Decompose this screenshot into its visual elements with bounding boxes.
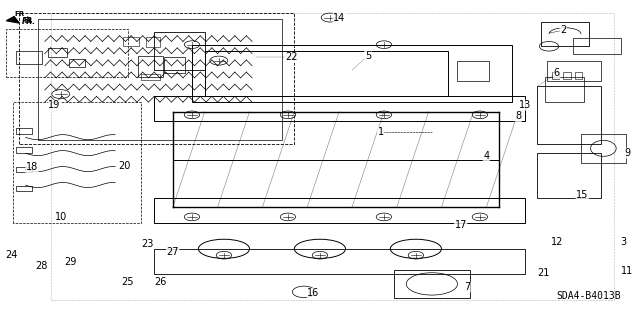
Text: 28: 28 xyxy=(35,261,48,271)
Text: 11: 11 xyxy=(621,266,633,276)
Text: 25: 25 xyxy=(122,277,134,287)
Bar xyxy=(154,249,525,274)
Bar xyxy=(547,61,602,81)
Bar xyxy=(394,270,470,298)
Bar xyxy=(138,56,163,77)
Text: 13: 13 xyxy=(518,100,531,110)
Bar xyxy=(573,38,621,54)
Bar xyxy=(458,61,490,81)
Text: 16: 16 xyxy=(307,288,319,299)
Text: 12: 12 xyxy=(550,237,563,248)
Bar xyxy=(141,74,160,80)
Bar xyxy=(123,37,139,46)
Text: 21: 21 xyxy=(538,268,550,278)
Text: 2: 2 xyxy=(560,25,566,35)
Text: 26: 26 xyxy=(154,277,166,287)
Bar xyxy=(16,51,42,64)
Text: 23: 23 xyxy=(141,239,154,249)
Text: 19: 19 xyxy=(48,100,61,110)
Text: 27: 27 xyxy=(166,247,179,257)
Text: 6: 6 xyxy=(554,68,560,78)
Bar xyxy=(538,86,602,144)
Text: 5: 5 xyxy=(365,51,371,61)
Bar xyxy=(16,167,32,172)
Bar xyxy=(164,57,185,73)
Bar xyxy=(69,59,85,67)
Bar xyxy=(16,147,32,153)
Text: 22: 22 xyxy=(285,52,298,63)
Text: FR: FR xyxy=(14,11,24,17)
Text: 10: 10 xyxy=(54,212,67,222)
Text: SDA4-B4013B: SDA4-B4013B xyxy=(557,292,621,301)
Bar xyxy=(545,77,584,102)
Text: 14: 14 xyxy=(333,12,345,23)
Bar xyxy=(16,186,32,191)
Text: 3: 3 xyxy=(621,237,627,248)
Text: 18: 18 xyxy=(26,162,38,173)
Bar xyxy=(541,22,589,46)
Text: 17: 17 xyxy=(454,220,467,230)
Bar xyxy=(581,134,626,163)
Text: 4: 4 xyxy=(483,151,490,161)
Bar xyxy=(552,72,559,79)
Bar xyxy=(563,72,571,79)
Text: 15: 15 xyxy=(576,189,588,200)
Text: FR.: FR. xyxy=(22,17,36,26)
Text: 7: 7 xyxy=(464,282,470,292)
Bar xyxy=(538,153,602,198)
Bar xyxy=(575,72,582,79)
Bar xyxy=(146,37,160,47)
Polygon shape xyxy=(6,17,19,23)
Text: 20: 20 xyxy=(118,161,131,171)
Bar xyxy=(154,96,525,121)
Text: 9: 9 xyxy=(624,148,630,158)
Text: 8: 8 xyxy=(515,111,522,122)
Bar xyxy=(48,48,67,57)
Bar xyxy=(154,32,205,70)
Bar xyxy=(192,45,512,102)
Bar xyxy=(154,198,525,223)
Text: 1: 1 xyxy=(378,127,384,137)
Text: 29: 29 xyxy=(64,256,77,267)
Bar xyxy=(38,19,282,140)
Bar xyxy=(16,128,32,134)
Text: 24: 24 xyxy=(5,250,18,260)
Bar xyxy=(6,29,128,77)
